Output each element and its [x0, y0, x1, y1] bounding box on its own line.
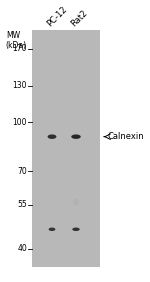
- Text: 40: 40: [17, 244, 27, 253]
- Ellipse shape: [73, 199, 79, 206]
- Text: 100: 100: [12, 118, 27, 127]
- Text: Rat2: Rat2: [70, 8, 90, 28]
- Bar: [32, 30, 100, 267]
- Text: PC-12: PC-12: [46, 4, 69, 28]
- Ellipse shape: [71, 135, 81, 139]
- Text: 70: 70: [17, 167, 27, 176]
- Text: Calnexin: Calnexin: [108, 132, 145, 141]
- Ellipse shape: [72, 228, 80, 231]
- Text: 55: 55: [17, 200, 27, 209]
- Ellipse shape: [48, 135, 56, 139]
- Text: 170: 170: [12, 45, 27, 53]
- Text: MW
(kDa): MW (kDa): [6, 31, 27, 50]
- Text: 130: 130: [12, 81, 27, 91]
- Ellipse shape: [49, 228, 55, 231]
